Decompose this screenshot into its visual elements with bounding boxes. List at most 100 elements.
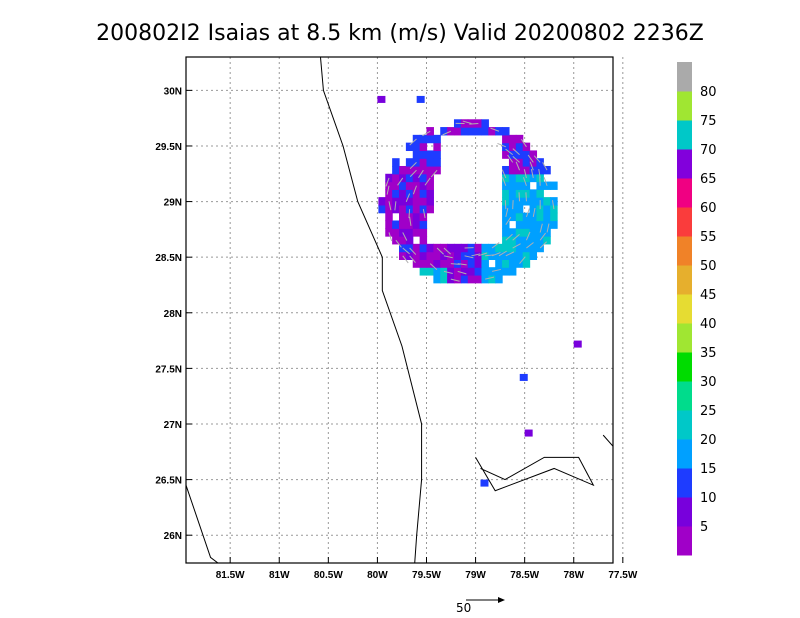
wind-vector [412,185,417,195]
colorbar-segment [677,439,692,469]
coastline-segment [186,484,219,563]
wind-cell [543,220,551,229]
x-tick-label: 77.5W [608,570,637,581]
wind-vector [443,255,453,259]
colorbar-label: 45 [700,288,717,303]
colorbar-segment [677,91,692,121]
wind-cell [385,212,393,222]
wind-cell [399,220,407,229]
wind-cell [426,165,434,175]
colorbar-label: 15 [700,462,717,477]
colorbar-label: 70 [700,143,717,158]
wind-cell [543,197,551,206]
wind-vector [409,138,417,146]
wind-vector [526,242,534,249]
y-tick-label: 29.5N [155,142,182,153]
wind-vector [519,256,526,264]
wind-cell [502,189,510,198]
wind-vector [409,216,412,226]
x-tick-label: 79.5W [412,570,441,581]
wind-cell [440,267,448,276]
wind-cell [550,197,558,206]
wind-cell [515,251,524,260]
wind-cell [536,204,544,214]
wind-cell [392,204,400,214]
wind-cell [529,197,538,206]
wind-vector [551,200,555,210]
wind-cell [426,158,434,167]
y-tick-label: 27N [164,420,182,431]
wind-vector [469,122,479,125]
wind-cell [426,197,434,206]
wind-cell [433,274,441,284]
wind-cell [495,274,503,284]
wind-vector [408,209,411,219]
map-frame [185,56,624,564]
wind-cell [419,150,428,159]
colorbar-segment [677,265,692,295]
wind-cell [536,212,544,222]
wind-vector [450,263,460,265]
wind-cell [460,127,469,136]
wind-cell [502,259,510,268]
wind-cell [524,429,533,437]
wind-vector [523,169,527,179]
wind-cell [508,134,517,144]
wind-cell [426,181,434,190]
colorbar-segment [677,62,692,92]
wind-cell [529,243,538,253]
wind-cell [453,251,462,260]
wind-vector [424,177,431,186]
coastline [186,57,613,563]
colorbar-label: 50 [700,259,717,274]
wind-cell [433,142,441,152]
wind-cell [419,181,428,190]
wind-vector [471,253,481,257]
colorbar-segment [677,236,692,266]
y-tick-label: 26.5N [155,476,182,487]
wind-cell [419,228,428,237]
wind-cell [481,259,489,268]
colorbar-label: 40 [700,317,717,332]
wind-cell [515,181,524,190]
wind-cell [508,165,517,175]
wind-cell [502,127,510,136]
wind-cell [419,251,428,260]
wind-cell [522,251,531,260]
wind-cell [495,259,503,268]
wind-vector [491,268,501,272]
x-tick-label: 80.5W [314,570,343,581]
y-tick-label: 30N [164,86,182,97]
wind-vector [497,142,507,148]
wind-cell [426,204,434,214]
colorbar-segment [677,410,692,440]
wind-cell [522,228,531,237]
x-tick-label: 78W [563,570,584,581]
wind-cell [515,228,524,237]
wind-vector [515,161,521,171]
wind-vector [457,263,467,266]
wind-cell [522,259,531,268]
wind-cell [453,267,462,276]
wind-cell [536,220,544,229]
wind-cell [447,267,455,276]
wind-cell [440,274,448,284]
wind-vector [442,130,452,136]
wind-cell [392,228,400,237]
wind-vector [395,239,402,248]
wind-vector [521,139,527,148]
y-tick-label: 28N [164,309,182,320]
wind-vector [518,192,521,202]
wind-cell [392,173,400,183]
wind-cell [426,243,434,253]
wind-cell [529,220,538,229]
wind-vector [491,252,501,257]
wind-vector [464,255,474,259]
wind-cell [419,212,428,222]
wind-vector [443,247,451,255]
wind-cell [467,274,476,284]
wind-cell [529,228,538,237]
wind-cell [508,212,517,222]
wind-vector [501,169,507,179]
wind-cell [460,274,469,284]
